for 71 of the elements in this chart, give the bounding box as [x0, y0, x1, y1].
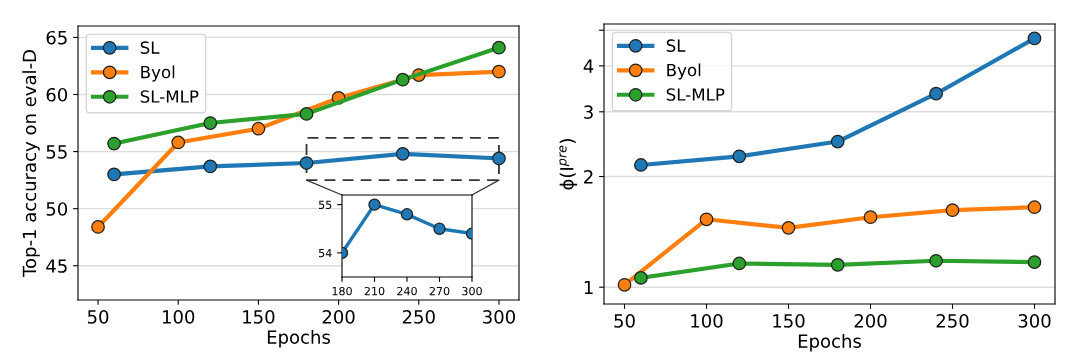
- legend-label: SL-MLP: [666, 88, 725, 101]
- x-tick-label: 210: [364, 286, 385, 296]
- point: [863, 210, 878, 225]
- y-tick-label: 4: [583, 59, 594, 73]
- point: [299, 107, 314, 121]
- point: [203, 159, 218, 174]
- point: [91, 220, 105, 234]
- point: [299, 156, 314, 170]
- point: [492, 40, 506, 55]
- y-tick-label: 45: [46, 259, 67, 273]
- point: [732, 149, 747, 164]
- y-tick-label: 65: [46, 30, 67, 45]
- x-tick-label: 200: [854, 314, 887, 328]
- legend-label: Byol: [667, 63, 701, 80]
- legend-label: SL: [140, 41, 160, 54]
- x-tick-label: 100: [691, 314, 723, 328]
- legend-label: SL: [666, 39, 686, 52]
- x-tick-label: 300: [462, 286, 482, 296]
- x-tick-label: 200: [322, 310, 355, 324]
- point: [929, 86, 943, 101]
- point: [830, 257, 845, 272]
- y-tick-label: 60: [46, 87, 68, 102]
- point: [617, 277, 632, 292]
- point: [395, 72, 410, 87]
- x-tick-label: 180: [332, 286, 352, 296]
- x-tick-label: 300: [1018, 314, 1051, 328]
- y-tick-label: 1: [584, 280, 593, 295]
- point: [781, 220, 796, 235]
- point: [492, 64, 506, 79]
- x-tick-label: 240: [397, 286, 417, 296]
- y-tick-label: 50: [46, 202, 68, 216]
- x-tick-label: 100: [162, 310, 195, 324]
- point: [368, 198, 381, 211]
- y-tick-label: 55: [319, 200, 332, 210]
- x-axis-title: Epochs: [267, 329, 330, 348]
- point: [400, 208, 414, 221]
- point: [945, 203, 960, 218]
- x-tick-label: 270: [429, 286, 450, 296]
- point: [492, 151, 506, 166]
- point: [732, 256, 747, 271]
- x-tick-label: 150: [243, 310, 275, 324]
- y-tick-label: 3: [584, 105, 593, 119]
- point: [929, 253, 943, 268]
- x-tick-label: 250: [402, 310, 435, 324]
- y-tick-label: 54: [319, 249, 332, 258]
- point: [1027, 31, 1042, 46]
- point: [171, 135, 186, 150]
- point: [203, 116, 218, 130]
- point: [251, 121, 266, 136]
- x-tick-label: 150: [773, 314, 805, 328]
- y-tick-label: 2: [584, 169, 593, 184]
- point: [1027, 200, 1042, 215]
- point: [699, 212, 714, 227]
- point: [634, 271, 648, 285]
- point: [107, 167, 121, 182]
- x-tick-label: 50: [614, 314, 635, 328]
- x-tick-label: 50: [87, 310, 109, 324]
- y-axis-title: ϕ(I$^{pre}$): [559, 139, 578, 190]
- x-axis-title: Epochs: [798, 333, 861, 352]
- y-axis-title: Top-1 accuracy on eval-D: [22, 50, 40, 278]
- point: [107, 136, 121, 151]
- point: [634, 158, 648, 172]
- x-tick-label: 300: [483, 310, 515, 324]
- legend-label: Byol: [141, 65, 175, 82]
- x-tick-label: 250: [936, 314, 969, 328]
- legend-label: SL-MLP: [140, 90, 199, 103]
- point: [830, 134, 845, 149]
- point: [395, 146, 410, 161]
- y-tick-label: 55: [46, 145, 67, 159]
- point: [433, 222, 446, 235]
- point: [1027, 255, 1042, 269]
